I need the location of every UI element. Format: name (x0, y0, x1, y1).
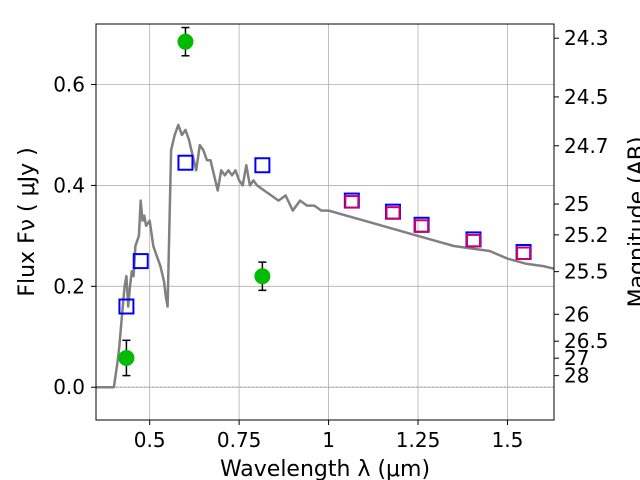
model-band-square-overlay (344, 195, 360, 209)
right-axis-label: Magnitude (AB) (625, 137, 640, 308)
right-tick-label: 25 (564, 192, 589, 216)
grid (96, 24, 554, 420)
series-layer (96, 26, 555, 389)
y-axis-label: Flux Fν ( μJy ) (15, 147, 40, 296)
model-band-square (254, 157, 271, 174)
x-tick-label: 1 (322, 428, 335, 452)
x-axis-label: Wavelength λ (μm) (220, 457, 430, 480)
y-tick-label: 0.2 (53, 274, 85, 298)
model-band-square-overlay (465, 233, 481, 248)
model-band-square-overlay (414, 219, 430, 233)
plot-frame (95, 23, 555, 421)
right-tick-label: 27 (564, 346, 589, 370)
observed-point (254, 268, 271, 285)
right-tick-label: 25.2 (564, 223, 609, 247)
y-tick-label: 0.6 (53, 73, 85, 97)
x-tick-label: 1.5 (492, 428, 524, 452)
y-tick-label: 0.4 (53, 173, 85, 197)
right-tick-label: 26.5 (564, 329, 609, 353)
model-band-square (118, 298, 135, 315)
model-band-square (177, 154, 194, 171)
model-band-square-overlay (385, 206, 401, 220)
axes: 0.5 0.75 1 1.25 1.5 0.0 0.2 0.4 0.6 24.3 24.5 24.7 2… (53, 23, 609, 452)
observed-point (177, 33, 194, 50)
model-band-square (132, 253, 149, 270)
right-tick-label: 26 (564, 302, 589, 326)
right-tick-label: 25.5 (564, 260, 609, 284)
x-tick-label: 0.5 (134, 428, 166, 452)
right-tick-label: 28 (564, 364, 589, 388)
right-tick-label: 24.5 (564, 85, 609, 109)
right-tick-label: 24.7 (564, 134, 609, 158)
right-tick-label: 24.3 (564, 26, 609, 50)
observed-point (118, 349, 135, 366)
x-tick-label: 0.75 (217, 428, 262, 452)
model-band-square-overlay (516, 246, 532, 261)
y-tick-label: 0.0 (53, 375, 85, 399)
x-tick-label: 1.25 (396, 428, 441, 452)
model-sed-line (96, 123, 555, 389)
